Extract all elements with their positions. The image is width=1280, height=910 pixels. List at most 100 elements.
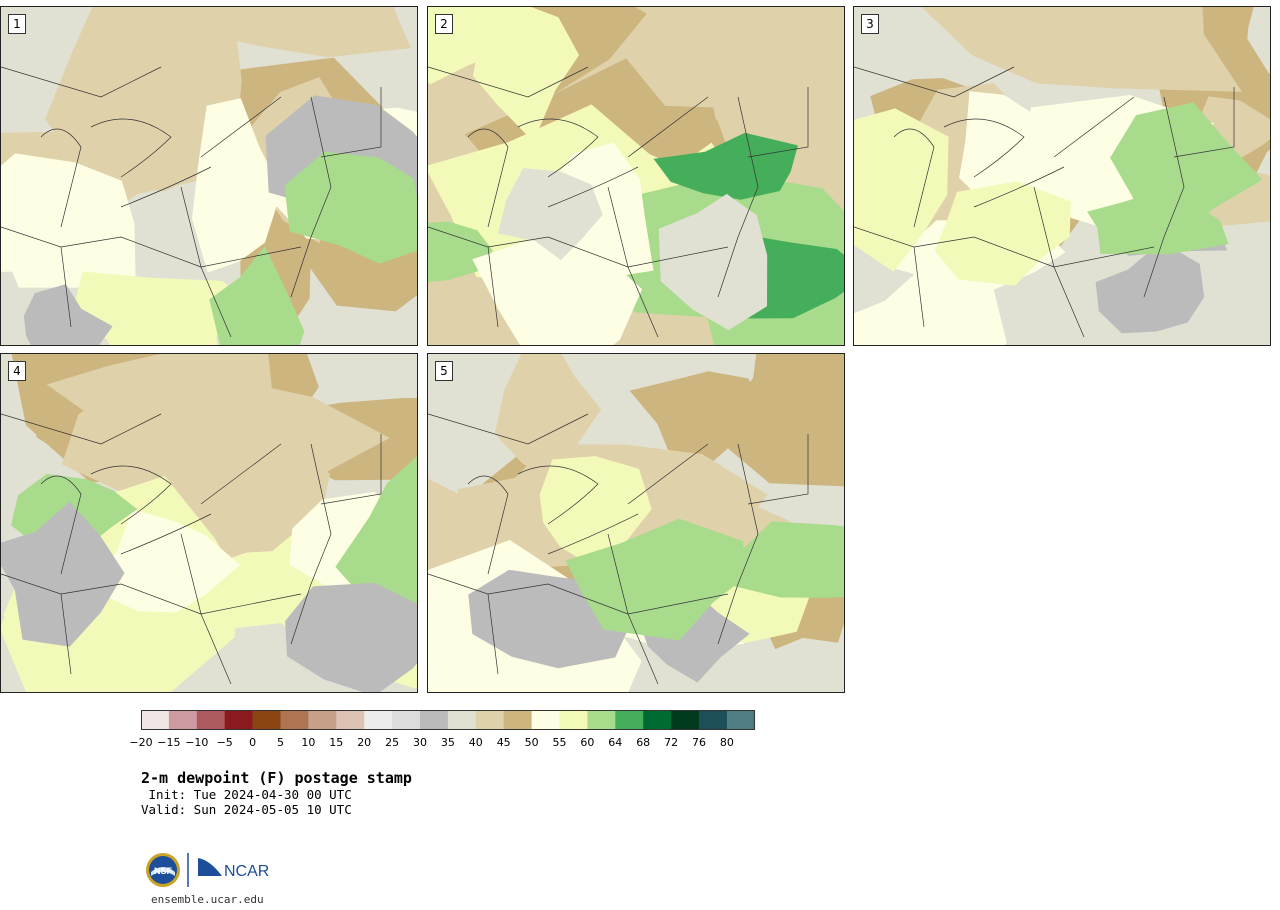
map-1: [1, 7, 417, 345]
dewpoint-region: [164, 7, 411, 58]
colorbar-tick-label: 10: [301, 736, 316, 749]
dewpoint-region: [497, 168, 603, 260]
colorbar-swatch: [196, 710, 225, 730]
boundary-line: [180, 186, 232, 338]
colorbar-tick-label: 68: [636, 736, 651, 749]
colorbar-swatch: [615, 710, 644, 730]
colorbar-swatch: [475, 710, 504, 730]
boundary-line: [1033, 186, 1085, 338]
dewpoint-region: [717, 521, 844, 598]
colorbar-tick-label: −10: [185, 736, 209, 749]
dewpoint-region: [192, 98, 282, 273]
colorbar: [141, 710, 756, 730]
colorbar-swatch: [280, 710, 309, 730]
stamp-panel-2: 2: [427, 6, 845, 346]
colorbar-swatch: [726, 710, 756, 730]
colorbar-tick-label: 5: [277, 736, 284, 749]
boundary-line: [320, 87, 382, 158]
dewpoint-region: [335, 456, 417, 618]
boundary-line: [627, 96, 709, 158]
colorbar-tick-label: 55: [552, 736, 567, 749]
dewpoint-region: [1095, 241, 1205, 334]
boundary-line: [1, 226, 72, 328]
colorbar-tick-label: −15: [157, 736, 181, 749]
boundary-line: [90, 465, 172, 525]
colorbar-swatch: [447, 710, 477, 730]
dewpoint-region: [854, 108, 949, 272]
dewpoint-region: [92, 290, 231, 345]
stamp-panel-3: 3: [853, 6, 1271, 346]
dewpoint-region: [428, 602, 482, 684]
panel-label-4: 4: [8, 361, 26, 381]
boundary-line: [428, 226, 499, 328]
dewpoint-region: [494, 354, 602, 484]
colorbar-swatch: [336, 710, 365, 730]
boundary-line: [893, 128, 935, 228]
boundary-line: [428, 413, 589, 445]
dewpoint-region: [136, 354, 275, 492]
dewpoint-region: [539, 456, 652, 569]
colorbar-tick-label: 72: [664, 736, 679, 749]
boundary-line: [290, 96, 332, 298]
logos: NSF NCAR: [144, 850, 279, 890]
init-time: Init: Tue 2024-04-30 00 UTC: [141, 787, 352, 802]
boundary-line: [607, 533, 659, 685]
colorbar-tick-label: 35: [440, 736, 455, 749]
dewpoint-region: [23, 284, 113, 345]
boundary-line: [973, 166, 1065, 208]
boundary-line: [1173, 87, 1235, 158]
boundary-line: [40, 475, 82, 575]
stamp-panel-4: 4: [0, 353, 418, 693]
colorbar-swatch: [531, 710, 560, 730]
boundary-line: [717, 443, 759, 645]
colorbar-tick-label: 25: [385, 736, 400, 749]
ncar-logo: NCAR: [198, 858, 269, 880]
colorbar-tick-label: 40: [468, 736, 483, 749]
colorbar-tick-label: 45: [496, 736, 511, 749]
colorbar-tick-label: 50: [524, 736, 539, 749]
dewpoint-region: [285, 582, 417, 692]
boundary-line: [487, 583, 729, 615]
dewpoint-region: [472, 212, 643, 345]
map-2: [428, 7, 844, 345]
colorbar-swatch: [392, 710, 421, 730]
boundary-line: [120, 513, 212, 555]
dewpoint-region: [92, 509, 241, 613]
colorbar-swatch: [420, 710, 449, 730]
boundary-line: [1, 413, 162, 445]
colorbar-tick-label: 60: [580, 736, 595, 749]
colorbar-swatch: [224, 710, 253, 730]
colorbar-swatch: [308, 710, 337, 730]
colorbar-tick-label: 0: [249, 736, 257, 749]
boundary-line: [854, 66, 1015, 98]
nsf-text: NSF: [154, 866, 173, 876]
boundary-line: [943, 118, 1025, 178]
stamp-panel-5: 5: [427, 353, 845, 693]
dewpoint-region: [658, 193, 768, 331]
boundary-line: [467, 475, 509, 575]
boundary-line: [467, 128, 509, 228]
ensemble-url: ensemble.ucar.edu: [151, 893, 264, 906]
colorbar-swatch: [252, 710, 281, 730]
boundary-line: [517, 465, 599, 525]
map-3: [854, 7, 1270, 345]
boundary-line: [1, 66, 162, 98]
boundary-line: [627, 443, 709, 505]
colorbar-tick-label: 20: [357, 736, 372, 749]
ncar-text: NCAR: [224, 863, 269, 880]
colorbar-tick-label: 80: [719, 736, 734, 749]
map-5: [428, 354, 844, 692]
boundary-line: [547, 513, 639, 555]
dewpoint-region: [472, 7, 580, 142]
boundary-line: [180, 533, 232, 685]
boundary-line: [747, 434, 809, 505]
colorbar-swatch: [503, 710, 532, 730]
dewpoint-region: [653, 132, 798, 200]
panel-label-3: 3: [861, 14, 879, 34]
stamp-panel-1: 1: [0, 6, 418, 346]
boundary-line: [1, 573, 72, 675]
dewpoint-region: [934, 181, 1071, 286]
boundary-line: [290, 443, 332, 645]
boundary-line: [913, 236, 1155, 268]
valid-time: Valid: Sun 2024-05-05 10 UTC: [141, 802, 352, 817]
